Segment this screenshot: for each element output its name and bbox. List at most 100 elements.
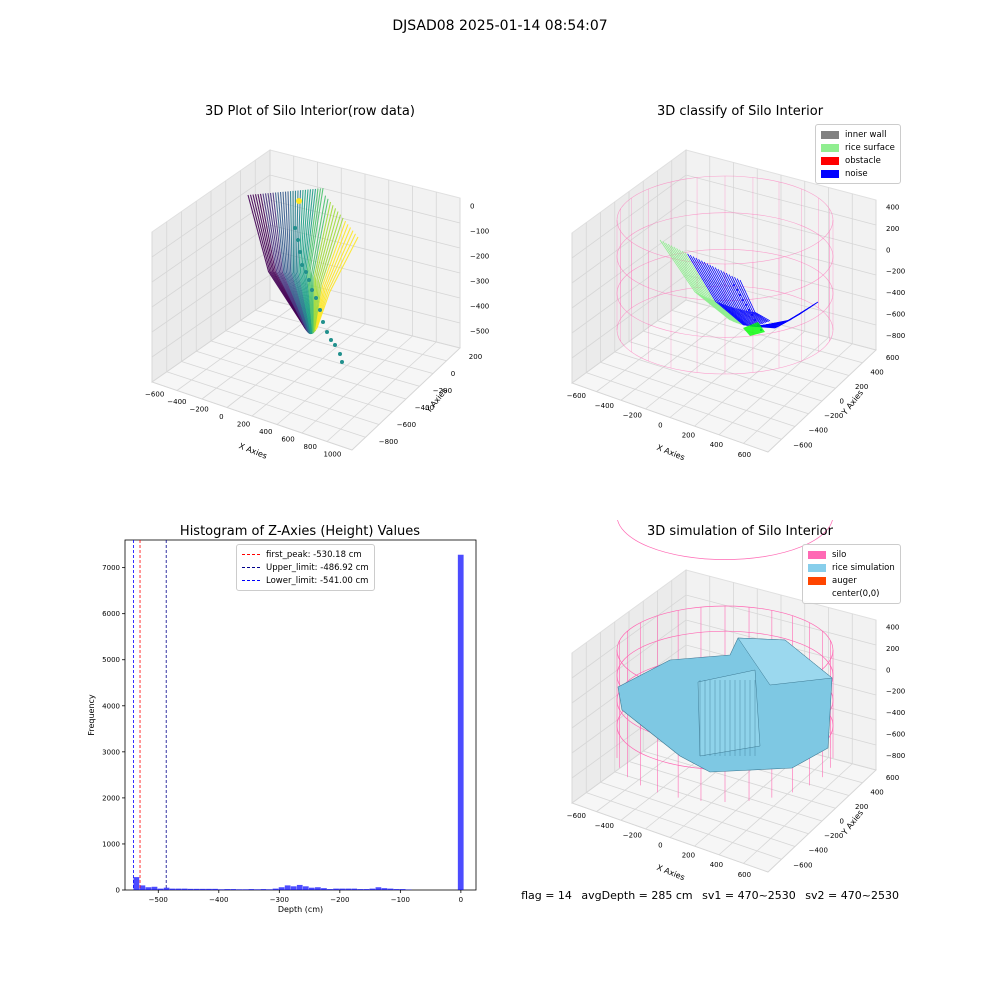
x-tick-label: 600 — [738, 871, 751, 879]
raw-point — [338, 352, 342, 356]
noise-point — [739, 294, 741, 296]
noise-point — [745, 304, 747, 306]
classified-line — [689, 254, 746, 326]
floor-gridline — [743, 343, 853, 444]
obstacle-swatch — [821, 156, 839, 165]
x-tick-label: −600 — [567, 392, 586, 400]
floor-gridline — [767, 349, 877, 453]
x-tick-label: 0 — [219, 413, 223, 421]
y-axis-label: Frequency — [87, 694, 96, 736]
floor-gridline — [255, 309, 447, 362]
raw-point — [314, 296, 318, 300]
histogram-bar — [145, 887, 152, 890]
histogram-bar — [242, 889, 249, 890]
y-tick-label: −600 — [793, 441, 812, 449]
histogram-bar — [236, 889, 243, 890]
rice-simulation-swatch — [808, 563, 826, 572]
z-tick-label: −400 — [470, 303, 489, 311]
x-tick-label: 200 — [237, 420, 250, 428]
floor-gridline — [643, 330, 836, 389]
raw-point — [329, 338, 333, 342]
surface-line — [313, 205, 334, 332]
classified-line — [734, 277, 768, 323]
surface-line — [279, 191, 310, 333]
first-peak-line-swatch — [242, 554, 260, 555]
floor-gridline — [671, 309, 863, 364]
legend-label: silo — [832, 549, 847, 560]
histogram-title: Histogram of Z-Axies (Height) Values — [179, 524, 421, 539]
classified-line — [673, 246, 738, 324]
classify-3d-title: 3D classify of Silo Interior — [656, 104, 824, 119]
x-tick-label: −400 — [595, 822, 614, 830]
raw-3d-title: 3D Plot of Silo Interior(row data) — [205, 104, 415, 119]
legend-label: rice simulation — [832, 562, 895, 573]
legend-label: auger — [832, 575, 857, 586]
height-gridline — [151, 224, 461, 308]
z-tick-label: −200 — [470, 253, 489, 261]
raw-point — [310, 288, 314, 292]
rice-simulation-facet — [697, 669, 761, 757]
y-tick-label: −200 — [824, 832, 843, 840]
legend-label: obstacle — [845, 155, 881, 166]
classified-line — [717, 268, 760, 326]
histogram-bar — [369, 888, 376, 890]
classified-line — [676, 248, 739, 324]
floor-gridline — [276, 329, 390, 425]
classified-line — [728, 274, 765, 324]
classified-line — [684, 252, 743, 326]
classified-line — [731, 275, 767, 323]
legend-first-peak: first_peak: -530.18 cm — [242, 548, 369, 561]
classified-line — [681, 250, 742, 325]
raw-point — [300, 263, 304, 267]
floor-gridline — [643, 750, 836, 809]
histogram-bar — [321, 888, 327, 890]
z-tick-label: −400 — [886, 709, 905, 717]
classified-line — [659, 239, 731, 321]
y-tick-label: −400 — [809, 427, 828, 435]
histogram-bar — [157, 888, 164, 890]
z-tick-label: −600 — [886, 731, 905, 739]
classified-line — [667, 243, 735, 323]
histogram-bar — [278, 887, 285, 890]
z-tick-label: 0 — [886, 246, 890, 254]
legend-silo: silo — [808, 548, 895, 561]
legend-rice-surface: rice surface — [821, 141, 895, 154]
noise-point — [754, 319, 756, 321]
surface-line — [294, 190, 311, 335]
z-tick-label: 0 — [470, 203, 474, 211]
rice-surface-patch — [743, 322, 765, 336]
histogram-panel: Histogram of Z-Axies (Height) Values −50… — [70, 520, 490, 920]
height-gridline — [571, 594, 877, 679]
histogram-bar — [302, 886, 309, 890]
x-tick-label: −200 — [189, 405, 208, 413]
y-tick-label: 5000 — [102, 656, 120, 664]
floor-gridline — [718, 757, 829, 856]
height-gridline — [571, 174, 877, 259]
x-tick-label: 800 — [304, 443, 317, 451]
legend-label: inner wall — [845, 129, 887, 140]
x-tick-label: −100 — [391, 896, 410, 904]
y-tick-label: 600 — [886, 354, 899, 362]
surface-line — [301, 189, 313, 334]
surface-line — [295, 190, 312, 335]
histogram-bar — [169, 888, 176, 890]
histogram-legend: first_peak: -530.18 cm Upper_limit: -486… — [236, 544, 375, 591]
rice-surface-swatch — [821, 143, 839, 152]
histogram-bar — [339, 888, 345, 890]
floor-gridline — [767, 769, 877, 873]
histogram-bar — [308, 887, 315, 890]
noise-point — [742, 299, 744, 301]
histogram-bar — [284, 885, 291, 890]
classified-line — [720, 270, 761, 325]
surface-line — [315, 220, 347, 331]
x-axis-label: Depth (cm) — [278, 905, 323, 914]
classified-line — [709, 264, 756, 327]
histogram-bar — [393, 889, 400, 890]
raw-point — [293, 226, 297, 230]
surface-line — [308, 188, 322, 334]
surface-line — [287, 191, 310, 334]
y-tick-label: 200 — [855, 383, 868, 391]
y-tick-label: 400 — [870, 368, 883, 376]
y-tick-label: 0 — [451, 370, 455, 378]
histogram-bar — [133, 877, 140, 890]
